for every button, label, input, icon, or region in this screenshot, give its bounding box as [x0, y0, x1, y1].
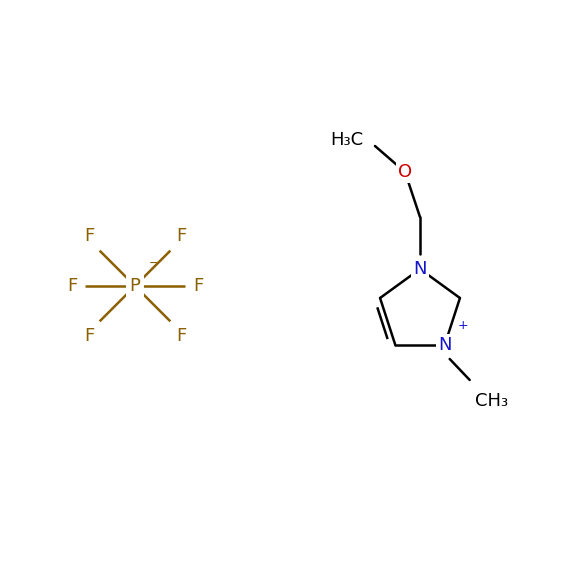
Text: F: F	[84, 327, 94, 345]
Text: O: O	[398, 163, 412, 181]
Text: +: +	[457, 319, 468, 332]
Text: F: F	[67, 277, 77, 295]
Text: F: F	[193, 277, 203, 295]
Text: F: F	[84, 227, 94, 245]
Text: N: N	[413, 260, 427, 278]
Text: CH₃: CH₃	[475, 392, 508, 410]
Text: N: N	[438, 336, 452, 354]
Text: H₃C: H₃C	[330, 131, 363, 149]
Text: P: P	[129, 277, 141, 295]
Text: F: F	[176, 227, 186, 245]
Text: −: −	[149, 257, 159, 270]
Text: F: F	[176, 327, 186, 345]
